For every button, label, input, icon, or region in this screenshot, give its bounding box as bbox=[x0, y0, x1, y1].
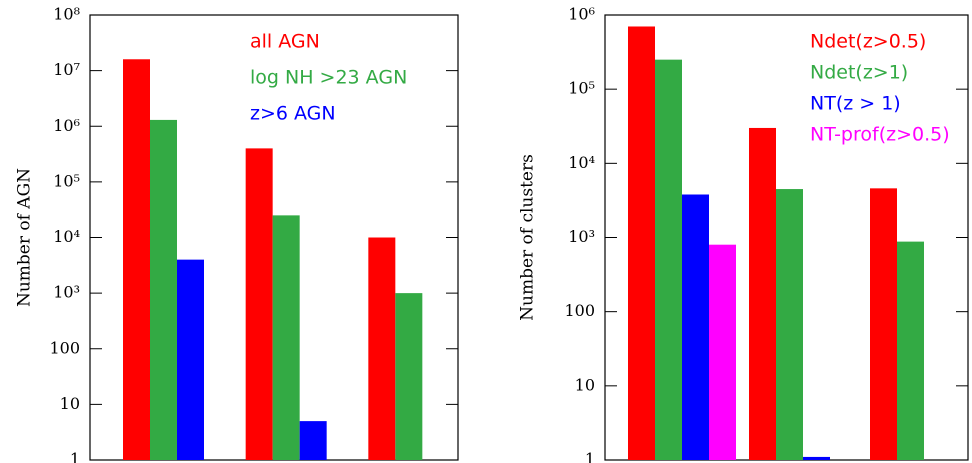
y-axis-label: Number of AGN bbox=[15, 168, 35, 307]
y-tick-label: 100 bbox=[49, 338, 80, 357]
bar bbox=[682, 194, 709, 460]
bar bbox=[870, 188, 897, 460]
bar bbox=[245, 148, 273, 460]
bar bbox=[628, 26, 655, 461]
bar bbox=[177, 259, 204, 460]
y-tick-label: 10⁷ bbox=[53, 60, 80, 79]
bar bbox=[803, 456, 830, 460]
legend-entry: z>6 AGN bbox=[250, 103, 336, 125]
bar bbox=[749, 127, 776, 460]
legend-entry: Ndet(z>0.5) bbox=[810, 31, 926, 53]
legend-entry: NT(z > 1) bbox=[810, 93, 901, 115]
bar bbox=[655, 59, 682, 461]
y-tick-label: 10⁴ bbox=[568, 153, 595, 172]
y-tick-label: 10⁶ bbox=[53, 116, 80, 135]
bar bbox=[299, 421, 327, 460]
y-axis-label: Number of clusters bbox=[518, 154, 538, 321]
bar bbox=[272, 215, 300, 460]
y-tick-label: 10⁵ bbox=[568, 79, 595, 98]
legend-entry: Ndet(z>1) bbox=[810, 62, 908, 84]
y-tick-label: 10 bbox=[60, 394, 80, 413]
y-tick-label: 10⁴ bbox=[53, 227, 80, 246]
legend-entry: NT-prof(z>0.5) bbox=[810, 124, 950, 146]
legend-entry: log NH >23 AGN bbox=[250, 67, 407, 89]
y-tick-label: 10 bbox=[575, 375, 595, 394]
y-tick-label: 10³ bbox=[568, 227, 595, 246]
y-tick-label: 1 bbox=[70, 450, 80, 463]
y-tick-label: 10⁵ bbox=[53, 171, 80, 190]
y-tick-label: 10³ bbox=[53, 283, 80, 302]
bar bbox=[150, 119, 177, 461]
y-tick-label: 10⁸ bbox=[53, 5, 80, 24]
y-tick-label: 1 bbox=[585, 450, 595, 463]
legend-entry: all AGN bbox=[250, 31, 320, 53]
bar bbox=[897, 241, 924, 460]
y-tick-label: 10⁶ bbox=[568, 5, 595, 24]
bar bbox=[776, 189, 803, 460]
bar bbox=[123, 59, 150, 461]
bar bbox=[395, 293, 423, 460]
bar bbox=[368, 237, 396, 460]
y-tick-label: 100 bbox=[564, 301, 595, 320]
bar bbox=[709, 244, 736, 460]
